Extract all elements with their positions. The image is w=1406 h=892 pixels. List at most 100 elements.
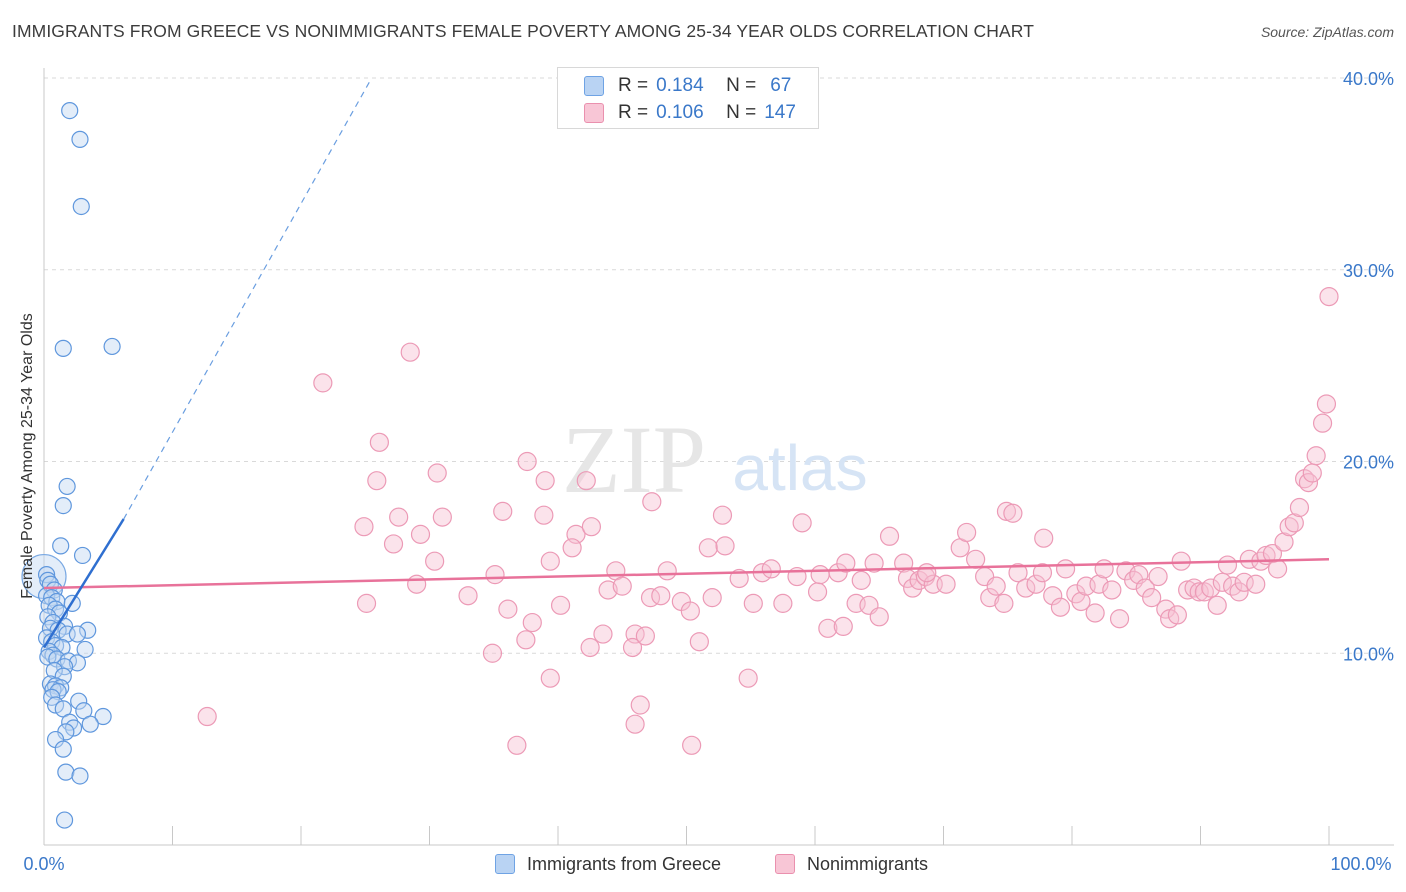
greece-point: [71, 767, 89, 785]
nonimmigrants-point: [1094, 559, 1114, 579]
nonimmigrants-point: [1124, 570, 1144, 590]
greece-points: [21, 101, 121, 829]
greece-point: [54, 339, 72, 357]
bottom-legend-greece: Immigrants from Greece: [495, 850, 721, 878]
nonimmigrants-point: [657, 561, 677, 581]
nonimmigrants-point: [994, 593, 1014, 613]
nonimmigrants-point: [642, 492, 662, 512]
nonimmigrants-point: [1008, 563, 1028, 583]
legend-row-greece: R = 0.184 N = 67: [584, 73, 791, 99]
watermark: ZIP atlas: [562, 406, 868, 513]
nonimmigrants-point: [593, 624, 613, 644]
legend-r-value-greece: 0.184: [656, 75, 704, 96]
nonimmigrants-point: [851, 570, 871, 590]
nonimmigrants-point: [869, 607, 889, 627]
nonimmigrants-point: [369, 432, 389, 452]
greece-point: [81, 715, 99, 733]
nonimmigrants-point: [1016, 578, 1036, 598]
nonimmigrants-point: [1207, 595, 1227, 615]
x-tick-label-max: 100.0%: [1330, 854, 1391, 874]
nonimmigrants-point: [516, 630, 536, 650]
bottom-legend-swatch-nonimmigrants: [775, 854, 795, 874]
legend-n-label: N =: [726, 102, 757, 123]
greece-point: [57, 763, 75, 781]
nonimmigrants-point: [689, 632, 709, 652]
nonimmigrants-point: [485, 565, 505, 585]
greece-point: [79, 621, 97, 639]
nonimmigrants-point: [507, 735, 527, 755]
legend-swatch-nonimmigrants: [584, 103, 604, 123]
nonimmigrants-point: [738, 668, 758, 688]
nonimmigrants-point: [1109, 609, 1130, 629]
nonimmigrants-point: [680, 601, 700, 621]
greece-point: [68, 654, 87, 672]
watermark-atlas: atlas: [732, 432, 867, 504]
nonimmigrants-point: [407, 574, 427, 594]
nonimmigrants-point: [540, 551, 560, 571]
nonimmigrants-point: [729, 568, 749, 589]
nonimmigrants-point: [1156, 599, 1176, 619]
nonimmigrants-point: [622, 637, 643, 658]
greece-point: [54, 497, 72, 515]
legend-r-label: R =: [618, 102, 649, 123]
legend-r-label: R =: [618, 75, 649, 96]
y-tick-label: 30.0%: [1343, 261, 1394, 281]
nonimmigrants-point: [1316, 394, 1337, 414]
trendlines: [42, 77, 1330, 649]
nonimmigrants-point: [1319, 286, 1339, 307]
nonimmigrants-point: [540, 668, 560, 688]
nonimmigrants-point: [1050, 597, 1071, 617]
nonimmigrants-point: [1043, 586, 1063, 606]
greece-point: [58, 477, 76, 496]
nonimmigrants-point: [383, 534, 404, 554]
bottom-legend-label-nonimmigrants: Nonimmigrants: [807, 853, 929, 874]
greece-point: [52, 537, 70, 555]
nonimmigrants-point: [864, 553, 884, 573]
nonimmigrants-point: [702, 588, 722, 608]
nonimmigrants-point: [818, 618, 838, 638]
nonimmigrants-point: [1306, 446, 1326, 466]
greece-point: [46, 696, 65, 714]
nonimmigrants-point: [682, 735, 702, 755]
nonimmigrants-point: [879, 526, 900, 546]
nonimmigrants-points: [197, 286, 1339, 755]
greece-point: [73, 546, 92, 565]
nonimmigrants-point: [535, 471, 555, 491]
nonimmigrants-point: [986, 576, 1006, 596]
nonimmigrants-point: [522, 612, 542, 633]
nonimmigrants-point: [807, 582, 828, 602]
nonimmigrants-point: [427, 463, 447, 483]
greece-point: [61, 101, 79, 120]
nonimmigrants-point: [400, 342, 420, 362]
nonimmigrants-point: [635, 626, 655, 646]
nonimmigrants-point: [313, 373, 333, 393]
nonimmigrants-point: [1189, 582, 1209, 602]
nonimmigrants-point: [792, 513, 812, 533]
greece-point: [103, 337, 121, 356]
nonimmigrants-point: [1312, 413, 1333, 433]
greece-point: [64, 719, 83, 737]
nonimmigrants-point: [367, 471, 387, 491]
y-axis-label: Female Poverty Among 25-34 Year Olds: [19, 313, 36, 599]
nonimmigrants-point: [1267, 559, 1288, 579]
nonimmigrants-point: [482, 643, 503, 663]
nonimmigrants-point: [1262, 543, 1283, 564]
legend-r-value-nonimmigrants: 0.106: [656, 102, 704, 123]
nonimmigrants-point: [1274, 532, 1294, 552]
legend-n-label: N =: [726, 75, 757, 96]
nonimmigrants-point: [1085, 603, 1105, 623]
greece-trendline: [42, 518, 125, 649]
nonimmigrants-point: [1284, 513, 1304, 533]
nonimmigrants-point: [432, 507, 452, 527]
nonimmigrants-point: [1148, 566, 1168, 587]
nonimmigrants-point: [761, 559, 781, 579]
greece-point: [72, 197, 90, 216]
nonimmigrants-point: [715, 536, 735, 556]
nonimmigrants-point: [1302, 463, 1322, 483]
chart-source: Source: ZipAtlas.com: [1260, 24, 1394, 40]
nonimmigrants-point: [1294, 469, 1315, 489]
greece-point: [94, 707, 112, 726]
correlation-legend: R = 0.184 N = 67 R = 0.106 N = 147: [557, 67, 819, 129]
nonimmigrants-point: [712, 505, 733, 525]
